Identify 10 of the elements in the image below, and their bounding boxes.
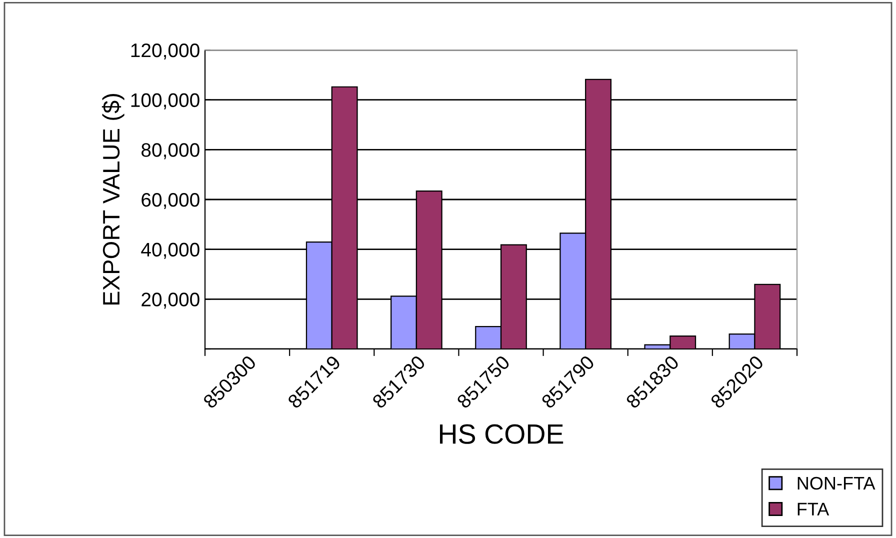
y-tick-label: 20,000 <box>142 292 200 309</box>
x-axis-title: HS CODE <box>440 424 564 444</box>
y-tick-label: 60,000 <box>142 192 200 210</box>
y-tick-label: 100,000 <box>131 93 200 110</box>
y-tick-label: 40,000 <box>141 242 200 259</box>
y-tick-label: 120,000 <box>131 43 200 60</box>
legend-label: FTA <box>798 502 830 516</box>
y-tick-label: 80,000 <box>142 143 200 160</box>
legend-label: NON-FTA <box>798 476 876 490</box>
y-axis-title: EXPORT VALUE ($) <box>102 94 124 305</box>
